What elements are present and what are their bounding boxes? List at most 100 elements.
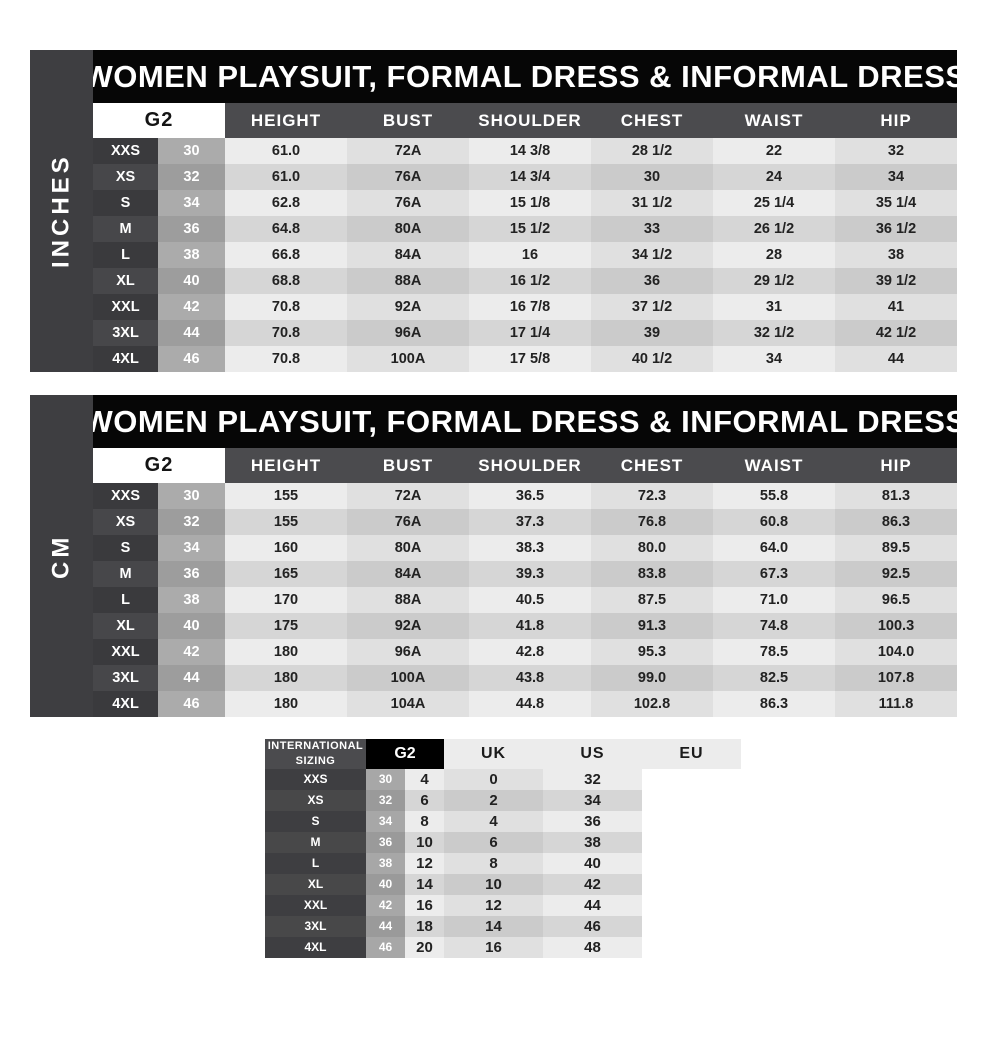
size-row-xxs: XXS 30 4 0 32 [265, 768, 741, 790]
value-cell: 96.5 [835, 587, 957, 613]
size-label: XL [93, 613, 158, 639]
column-header-chest: CHEST [591, 103, 713, 138]
size-label: M [93, 216, 158, 242]
column-header-bust: BUST [347, 103, 469, 138]
size-label: L [93, 587, 158, 613]
size-row-xxs: XXS 30 61.0 72A 14 3/8 28 1/2 22 32 [93, 138, 957, 164]
value-cell: 155 [225, 509, 347, 535]
value-cell: 95.3 [591, 639, 713, 665]
table-header-row: G2 HEIGHT BUST SHOULDER CHEST WAIST HIP [93, 103, 957, 138]
size-row-s: S 34 160 80A 38.3 80.0 64.0 89.5 [93, 535, 957, 561]
value-cell: 22 [713, 138, 835, 164]
size-label: L [265, 852, 366, 874]
size-label: XXL [93, 639, 158, 665]
size-number: 40 [158, 613, 225, 639]
value-cell: 165 [225, 561, 347, 587]
value-cell: 42 1/2 [835, 320, 957, 346]
value-cell: 28 [713, 242, 835, 268]
size-row-m: M 36 64.8 80A 15 1/2 33 26 1/2 36 1/2 [93, 216, 957, 242]
value-cell: 37.3 [469, 509, 591, 535]
value-cell: 32 1/2 [713, 320, 835, 346]
size-label: XS [93, 164, 158, 190]
size-number: 46 [158, 346, 225, 372]
value-cell: 20 [405, 936, 444, 958]
cm-size-table: CM WOMEN PLAYSUIT, FORMAL DRESS & INFORM… [30, 395, 957, 717]
size-row-xl: XL 40 68.8 88A 16 1/2 36 29 1/2 39 1/2 [93, 268, 957, 294]
column-header-shoulder: SHOULDER [469, 103, 591, 138]
value-cell: 71.0 [713, 587, 835, 613]
value-cell: 40.5 [469, 587, 591, 613]
size-label: M [93, 561, 158, 587]
value-cell: 36.5 [469, 483, 591, 509]
value-cell: 89.5 [835, 535, 957, 561]
value-cell: 39 1/2 [835, 268, 957, 294]
size-row-4xl: 4XL 46 70.8 100A 17 5/8 40 1/2 34 44 [93, 346, 957, 372]
size-label: 3XL [93, 665, 158, 691]
size-label: M [265, 831, 366, 853]
value-cell: 107.8 [835, 665, 957, 691]
size-label: XXS [93, 483, 158, 509]
value-cell: 40 [543, 852, 642, 874]
value-cell: 38.3 [469, 535, 591, 561]
size-row-l: L 38 66.8 84A 16 34 1/2 28 38 [93, 242, 957, 268]
size-row-xs: XS 32 155 76A 37.3 76.8 60.8 86.3 [93, 509, 957, 535]
value-cell: 155 [225, 483, 347, 509]
value-cell: 68.8 [225, 268, 347, 294]
size-number: 30 [158, 138, 225, 164]
size-number: 46 [366, 936, 405, 958]
value-cell: 80A [347, 216, 469, 242]
value-cell: 70.8 [225, 320, 347, 346]
column-header-hip: HIP [835, 103, 957, 138]
value-cell: 46 [543, 915, 642, 937]
value-cell: 28 1/2 [591, 138, 713, 164]
value-cell: 92A [347, 294, 469, 320]
value-cell: 88A [347, 268, 469, 294]
size-label: S [265, 810, 366, 832]
size-row-3xl: 3XL 44 70.8 96A 17 1/4 39 32 1/2 42 1/2 [93, 320, 957, 346]
size-label: L [93, 242, 158, 268]
value-cell: 34 [543, 789, 642, 811]
value-cell: 29 1/2 [713, 268, 835, 294]
unit-label-cm: CM [30, 395, 93, 717]
value-cell: 86.3 [835, 509, 957, 535]
value-cell: 4 [405, 768, 444, 790]
international-sizing-label: INTERNATIONAL SIZING [265, 739, 366, 769]
size-label: S [93, 190, 158, 216]
value-cell: 34 [713, 346, 835, 372]
value-cell: 14 3/4 [469, 164, 591, 190]
size-number: 44 [366, 915, 405, 937]
size-row-l: L 38 12 8 40 [265, 852, 741, 874]
size-label: XXL [93, 294, 158, 320]
value-cell: 33 [591, 216, 713, 242]
value-cell: 12 [444, 894, 543, 916]
size-label: 3XL [265, 915, 366, 937]
value-cell: 26 1/2 [713, 216, 835, 242]
size-label: XXS [93, 138, 158, 164]
value-cell: 92.5 [835, 561, 957, 587]
value-cell: 78.5 [713, 639, 835, 665]
value-cell: 14 [405, 873, 444, 895]
size-row-m: M 36 10 6 38 [265, 831, 741, 853]
value-cell: 15 1/8 [469, 190, 591, 216]
column-header-height: HEIGHT [225, 103, 347, 138]
value-cell: 72A [347, 483, 469, 509]
value-cell: 170 [225, 587, 347, 613]
value-cell: 111.8 [835, 691, 957, 717]
value-cell: 36 [543, 810, 642, 832]
value-cell: 76.8 [591, 509, 713, 535]
column-header-eu: EU [642, 739, 741, 769]
value-cell: 42 [543, 873, 642, 895]
inches-measurements-grid: G2 HEIGHT BUST SHOULDER CHEST WAIST HIP XXS 30 61… [93, 103, 957, 372]
value-cell: 86.3 [713, 691, 835, 717]
size-row-xxl: XXL 42 16 12 44 [265, 894, 741, 916]
size-label: 4XL [265, 936, 366, 958]
value-cell: 41.8 [469, 613, 591, 639]
table-header-row: INTERNATIONAL SIZING G2 UK US EU [265, 739, 741, 769]
size-label: XS [93, 509, 158, 535]
value-cell: 175 [225, 613, 347, 639]
value-cell: 32 [835, 138, 957, 164]
g2-header: G2 [93, 103, 225, 138]
size-number: 30 [158, 483, 225, 509]
value-cell: 72.3 [591, 483, 713, 509]
value-cell: 66.8 [225, 242, 347, 268]
